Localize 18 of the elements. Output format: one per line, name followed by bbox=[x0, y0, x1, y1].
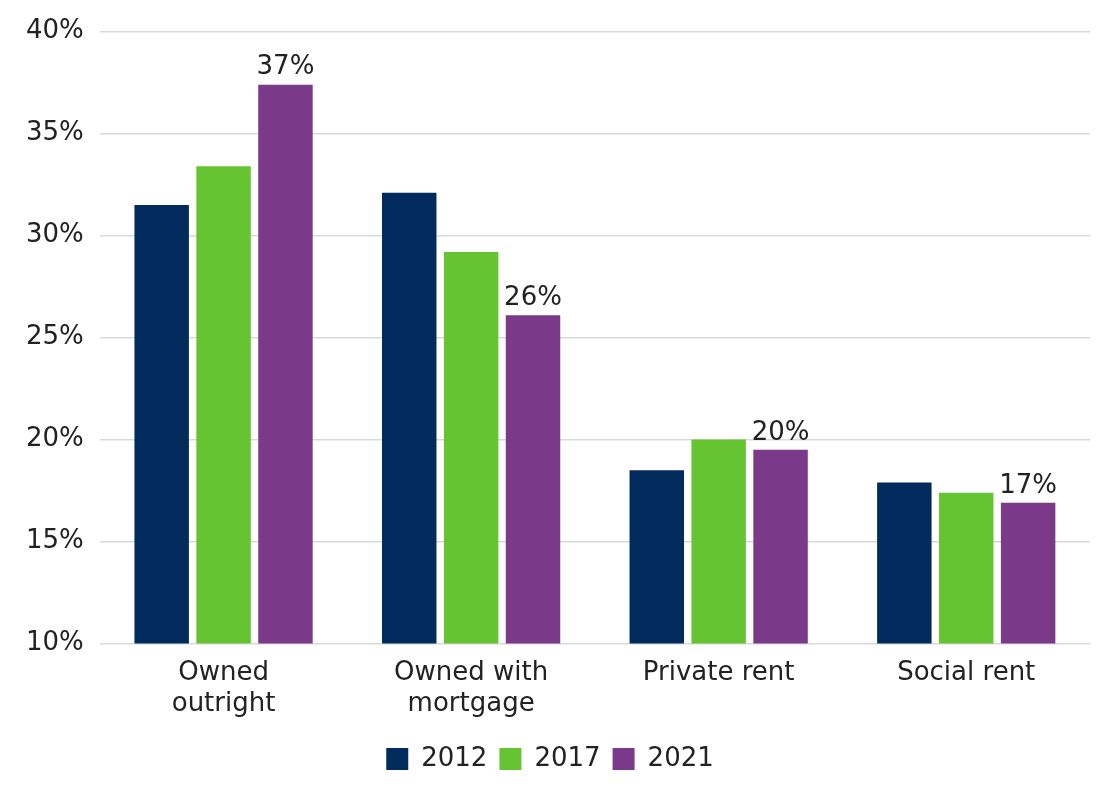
legend-label: 2021 bbox=[647, 741, 714, 772]
y-tick-label: 35% bbox=[25, 116, 84, 147]
y-tick-label: 25% bbox=[25, 320, 84, 351]
y-tick-label: 20% bbox=[25, 422, 84, 453]
data-label: 17% bbox=[999, 468, 1058, 499]
x-tick-label: Owned outright bbox=[171, 655, 276, 718]
data-label: 37% bbox=[256, 50, 315, 81]
x-tick-label: Private rent bbox=[642, 655, 795, 686]
y-tick-label: 15% bbox=[25, 524, 84, 555]
data-label: 20% bbox=[751, 415, 810, 446]
y-tick-label: 40% bbox=[25, 14, 84, 45]
y-tick-label: 30% bbox=[25, 218, 84, 249]
x-tick-label: Owned with mortgage bbox=[394, 655, 549, 718]
x-tick-label: Social rent bbox=[897, 655, 1036, 686]
y-tick-label: 10% bbox=[25, 626, 84, 657]
legend-label: 2012 bbox=[421, 741, 488, 772]
data-label: 26% bbox=[504, 280, 562, 311]
legend-label: 2017 bbox=[534, 741, 601, 772]
